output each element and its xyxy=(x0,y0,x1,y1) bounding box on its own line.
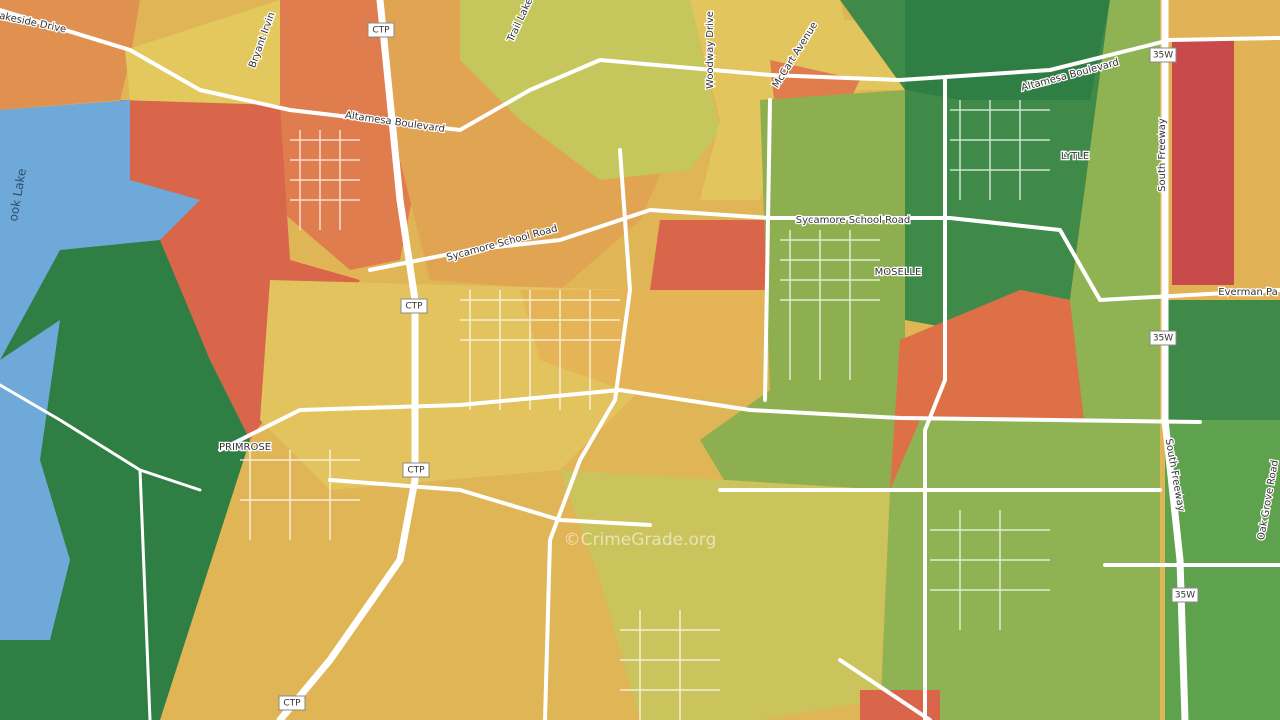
region xyxy=(890,290,1085,490)
region xyxy=(860,690,940,720)
park-road xyxy=(0,383,202,720)
main-road xyxy=(838,563,1280,720)
region xyxy=(460,0,720,180)
street-grid xyxy=(620,610,720,720)
map-label: 35W xyxy=(1153,51,1173,61)
region xyxy=(905,0,1110,100)
highway xyxy=(1161,0,1189,720)
road-shield xyxy=(1171,587,1199,603)
map-label: CTP xyxy=(405,302,423,312)
highway xyxy=(276,0,419,720)
map-label: PRIMROSE xyxy=(219,442,271,453)
street-grid xyxy=(930,510,1050,630)
street-grid xyxy=(240,450,360,540)
region xyxy=(1172,40,1234,285)
region xyxy=(1165,420,1280,720)
street-grid xyxy=(780,230,880,380)
region xyxy=(520,290,760,400)
lake xyxy=(0,100,200,360)
main-road xyxy=(328,478,1162,527)
map-label: LYTLE xyxy=(1061,151,1089,162)
map-label: MOSELLE xyxy=(875,267,922,278)
main-road xyxy=(543,148,632,720)
region xyxy=(880,420,1160,720)
road-shield xyxy=(1149,330,1177,346)
region xyxy=(560,470,890,720)
street-grid xyxy=(950,100,1050,200)
map-label: Sycamore School Road xyxy=(796,215,910,226)
region xyxy=(0,0,140,110)
region xyxy=(0,240,250,720)
road-shield xyxy=(400,298,428,314)
region xyxy=(125,0,290,110)
road-shield xyxy=(1149,47,1177,63)
lake xyxy=(0,320,70,640)
map-label: Woodway Drive xyxy=(705,11,716,89)
road-shield xyxy=(367,22,395,38)
street-grid xyxy=(460,290,620,410)
map-label: South Freeway xyxy=(1157,118,1168,192)
region xyxy=(700,90,905,490)
map-label: CTP xyxy=(407,466,425,476)
map-label: CTP xyxy=(283,699,301,709)
road-shield xyxy=(402,462,430,478)
main-road xyxy=(218,388,1202,452)
map-label: CTP xyxy=(372,26,390,36)
streets xyxy=(240,100,1050,720)
main-road xyxy=(0,8,1280,132)
watermark: ©CrimeGrade.org xyxy=(564,530,717,550)
main-road xyxy=(763,78,947,720)
road-shield xyxy=(278,695,306,711)
map-label: 35W xyxy=(1153,334,1173,344)
street-grid xyxy=(290,130,360,230)
map-label: 35W xyxy=(1175,591,1195,601)
map-label: Everman Pa xyxy=(1218,287,1277,298)
region xyxy=(650,220,770,290)
